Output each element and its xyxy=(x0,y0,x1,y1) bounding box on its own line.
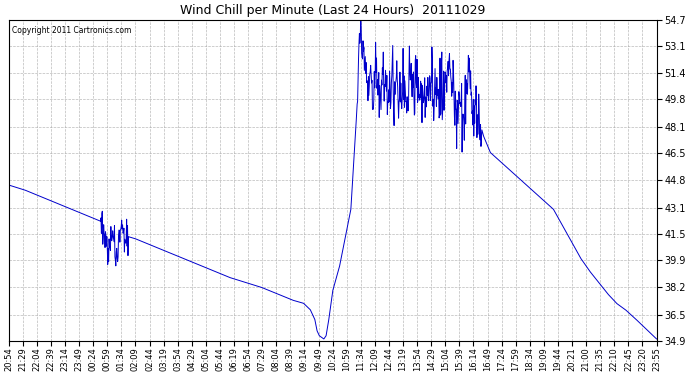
Text: Copyright 2011 Cartronics.com: Copyright 2011 Cartronics.com xyxy=(12,26,131,35)
Title: Wind Chill per Minute (Last 24 Hours)  20111029: Wind Chill per Minute (Last 24 Hours) 20… xyxy=(180,4,485,17)
